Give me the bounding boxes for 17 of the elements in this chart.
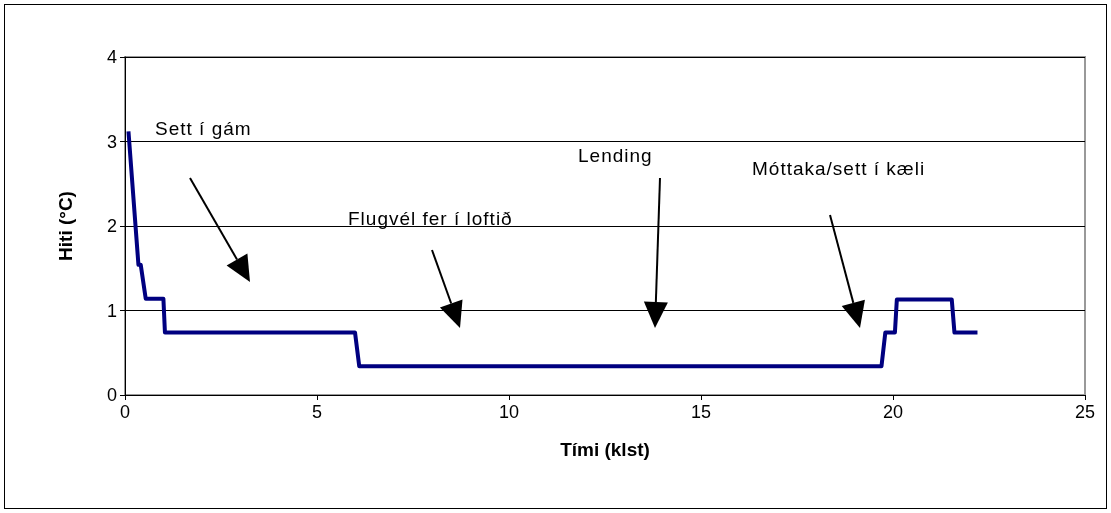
y-tick-label: 1 [106, 300, 117, 321]
annotation: Móttaka/sett í kæli [752, 158, 926, 180]
x-tick-label: 5 [311, 402, 323, 422]
y-axis-title: Hiti (°C) [55, 191, 76, 261]
annotation: Sett í gám [155, 118, 252, 140]
annotation: Lending [578, 145, 653, 167]
y-tick-label: 0 [106, 385, 117, 405]
y-tick-label: 3 [106, 131, 117, 152]
y-tick-label: 4 [106, 47, 117, 67]
x-tick-label: 25 [1074, 402, 1096, 422]
y-tick-label: 2 [106, 216, 117, 236]
x-tick-label: 20 [882, 402, 904, 422]
x-axis-title: Tími (klst) [560, 439, 650, 460]
annotation: Flugvél fer í loftið [348, 208, 513, 230]
x-tick-label: 0 [119, 402, 131, 422]
x-tick-label: 15 [690, 402, 712, 422]
x-tick-label: 10 [498, 402, 520, 422]
